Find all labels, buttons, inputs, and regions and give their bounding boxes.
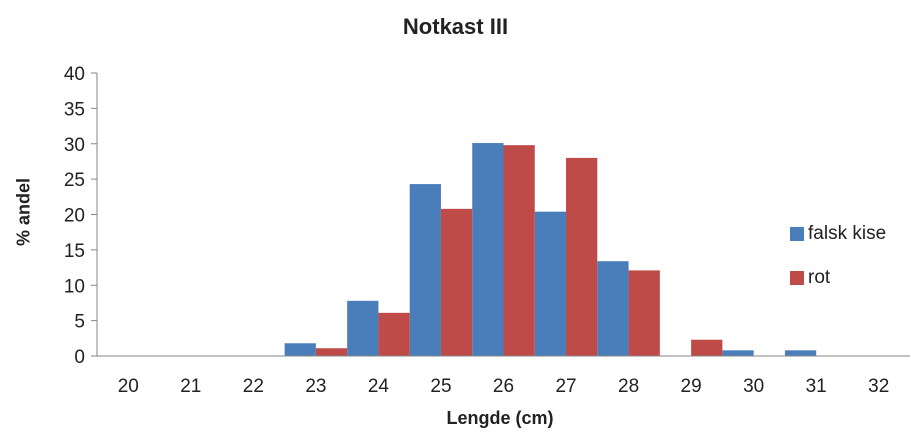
bar-rot-23 [315,348,348,356]
bar-rot-26 [503,145,535,356]
bar-falsk-kise-24 [347,300,379,356]
bar-rot-28 [628,270,660,356]
x-tick-label: 29 [681,376,702,397]
x-tick-label: 21 [180,376,201,397]
legend-item-falsk-kise: falsk kise [790,222,886,246]
legend-item-rot: rot [790,266,886,290]
bar-rot-24 [378,312,410,356]
bar-falsk-kise-26 [472,143,504,356]
bar-falsk-kise-30 [722,350,754,356]
y-axis: 0 5 10 15 20 25 30 35 40 [64,64,98,368]
x-tick-label: 25 [430,376,451,397]
x-tick-label: 32 [868,376,889,397]
bar-falsk-kise-28 [597,261,629,356]
bar-rot-27 [566,157,598,356]
y-tick-label: 5 [74,312,85,333]
x-axis-label: Lengde (cm) [446,408,554,428]
bar-falsk-kise-31 [784,350,817,356]
x-tick-label: 27 [555,376,576,397]
x-tick-label: 20 [118,376,139,397]
y-tick-label: 15 [64,241,85,262]
x-tick-label: 30 [743,376,764,397]
y-tick-label: 0 [74,347,85,368]
y-axis-label: % andel [13,177,34,247]
legend-label-rot: rot [808,267,831,288]
y-tick-label: 40 [64,64,85,85]
bar-falsk-kise-27 [534,211,567,356]
y-tick-label: 20 [64,206,85,227]
y-tick-label: 35 [64,99,85,120]
bar-falsk-kise-23 [284,343,316,356]
legend-swatch-rot [790,271,804,285]
y-tick-label: 25 [64,170,85,191]
bars [284,143,817,356]
x-tick-label: 26 [493,376,514,397]
legend-label-falsk-kise: falsk kise [808,223,887,244]
x-axis: 20 21 22 23 24 25 26 27 28 29 30 31 32 [97,355,910,397]
bar-rot-25 [440,208,473,356]
chart-title: Notkast III [402,14,509,39]
x-tick-label: 28 [618,376,639,397]
legend: falsk kise rot [790,222,886,310]
y-tick-label: 10 [64,276,85,297]
bar-rot-29 [691,339,723,356]
x-tick-label: 22 [243,376,264,397]
legend-swatch-falsk-kise [790,227,804,241]
bar-falsk-kise-25 [409,184,441,356]
y-tick-label: 30 [64,135,85,156]
x-tick-label: 31 [806,376,827,397]
x-tick-label: 23 [305,376,326,397]
x-tick-label: 24 [368,376,390,397]
